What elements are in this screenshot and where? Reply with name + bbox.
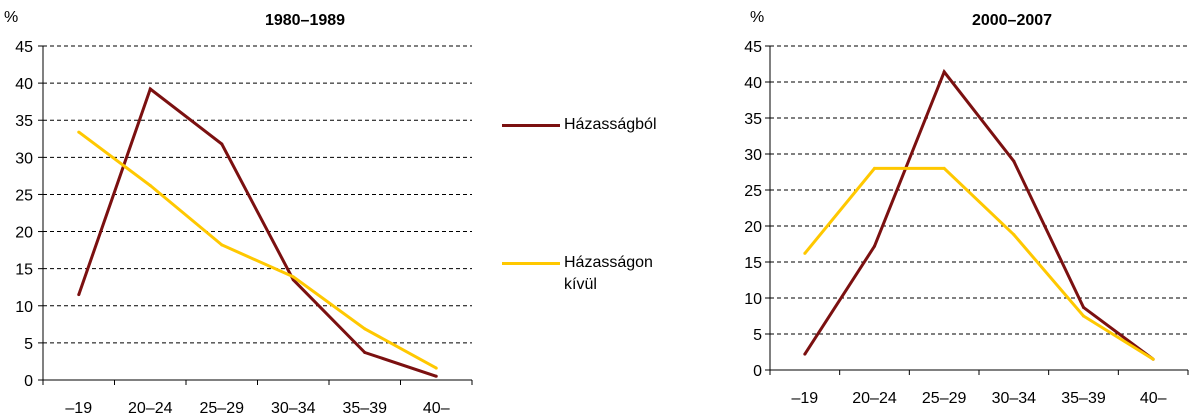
data-point — [1082, 305, 1085, 309]
x-tick-label: 20–24 — [128, 400, 173, 417]
data-point — [1082, 314, 1085, 318]
y-tick-label: 35 — [744, 111, 762, 128]
data-point — [77, 293, 81, 297]
data-point — [434, 366, 438, 370]
x-tick-label: 30–34 — [992, 390, 1037, 407]
data-point — [220, 142, 224, 146]
legend-label-hazassagbol: Házasságból — [564, 116, 657, 133]
legend-item-hazassagbol: Házasságból — [502, 114, 694, 136]
data-point — [148, 87, 152, 91]
y-tick-label: 30 — [744, 147, 762, 164]
y-tick-label: 5 — [753, 327, 762, 344]
series-line — [803, 166, 1154, 361]
x-tick-label: –19 — [65, 400, 92, 417]
y-tick-label: 40 — [744, 75, 762, 92]
x-tick-label: 25–29 — [200, 400, 245, 417]
y-tick-label: 35 — [15, 113, 33, 130]
data-point — [1151, 357, 1155, 361]
chart-title: 1980–1989 — [265, 12, 345, 29]
y-axis-label: % — [750, 9, 764, 26]
y-tick-label: 10 — [15, 299, 33, 316]
y-tick-label: 10 — [744, 291, 762, 308]
x-tick-label: 35–39 — [1061, 390, 1106, 407]
y-tick-label: 5 — [24, 336, 33, 353]
data-point — [873, 244, 876, 248]
data-point — [803, 352, 807, 356]
series-line — [77, 130, 438, 370]
x-tick-label: 20–24 — [852, 390, 897, 407]
series-line — [803, 68, 1155, 361]
x-tick-label: 30–34 — [271, 400, 316, 417]
y-tick-label: 40 — [15, 76, 33, 93]
data-point — [434, 374, 438, 378]
legend-item-hazassagon-kivul: Házasságon kívül — [502, 252, 689, 296]
y-tick-label: 0 — [24, 373, 33, 390]
data-point — [363, 351, 367, 355]
y-tick-label: 20 — [744, 219, 762, 236]
data-point — [1012, 159, 1016, 163]
data-point — [291, 275, 295, 279]
series-line — [77, 86, 437, 378]
x-tick-label: –19 — [791, 390, 818, 407]
data-point — [148, 184, 152, 188]
chart-title: 2000–2007 — [972, 12, 1052, 29]
y-tick-label: 30 — [15, 150, 33, 167]
data-point — [942, 70, 946, 74]
data-point — [363, 327, 367, 331]
data-point — [803, 251, 807, 255]
data-point — [77, 130, 81, 134]
y-axis-label: % — [4, 9, 18, 26]
legend-label-hazassagon-kivul: Házasságon kívül — [564, 254, 653, 293]
y-tick-label: 15 — [15, 262, 33, 279]
data-point — [873, 166, 876, 170]
x-tick-label: 40– — [423, 400, 450, 417]
y-tick-label: 25 — [744, 183, 762, 200]
data-point — [1012, 233, 1016, 237]
y-tick-label: 45 — [15, 39, 33, 56]
y-tick-label: 25 — [15, 187, 33, 204]
x-tick-label: 35–39 — [343, 400, 388, 417]
data-point — [942, 166, 946, 170]
y-tick-label: 20 — [15, 225, 33, 242]
y-tick-label: 0 — [753, 363, 762, 380]
legend-swatch-hazassagbol — [502, 124, 560, 127]
data-point — [220, 243, 224, 247]
x-tick-label: 25–29 — [922, 390, 967, 407]
y-tick-label: 15 — [744, 255, 762, 272]
y-tick-label: 45 — [744, 39, 762, 56]
legend-swatch-hazassagon-kivul — [502, 262, 560, 265]
x-tick-label: 40– — [1140, 390, 1167, 407]
